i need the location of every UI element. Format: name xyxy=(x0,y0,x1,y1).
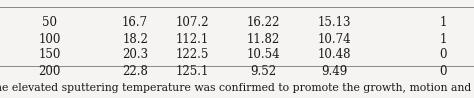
Text: 150: 150 xyxy=(38,48,61,61)
Text: 11.82: 11.82 xyxy=(246,33,280,46)
Text: 16.22: 16.22 xyxy=(246,16,280,29)
Text: 9.52: 9.52 xyxy=(250,65,276,78)
Text: 50: 50 xyxy=(42,16,57,29)
Text: 18.2: 18.2 xyxy=(122,33,148,46)
Text: 1: 1 xyxy=(439,33,447,46)
Text: 200: 200 xyxy=(38,65,61,78)
Text: 20.3: 20.3 xyxy=(122,48,148,61)
Text: 0: 0 xyxy=(439,65,447,78)
Text: 10.54: 10.54 xyxy=(246,48,280,61)
Text: 125.1: 125.1 xyxy=(175,65,209,78)
Text: 112.1: 112.1 xyxy=(175,33,209,46)
Text: 107.2: 107.2 xyxy=(175,16,209,29)
Text: 16.7: 16.7 xyxy=(122,16,148,29)
Text: 1: 1 xyxy=(439,16,447,29)
Text: 100: 100 xyxy=(38,33,61,46)
Text: he elevated sputtering temperature was confirmed to promote the growth, motion a: he elevated sputtering temperature was c… xyxy=(0,83,474,93)
Text: 122.5: 122.5 xyxy=(175,48,209,61)
Text: 10.74: 10.74 xyxy=(318,33,351,46)
Text: 9.49: 9.49 xyxy=(321,65,347,78)
Text: 0: 0 xyxy=(439,48,447,61)
Text: 15.13: 15.13 xyxy=(318,16,351,29)
Text: 22.8: 22.8 xyxy=(122,65,148,78)
Text: 10.48: 10.48 xyxy=(318,48,351,61)
